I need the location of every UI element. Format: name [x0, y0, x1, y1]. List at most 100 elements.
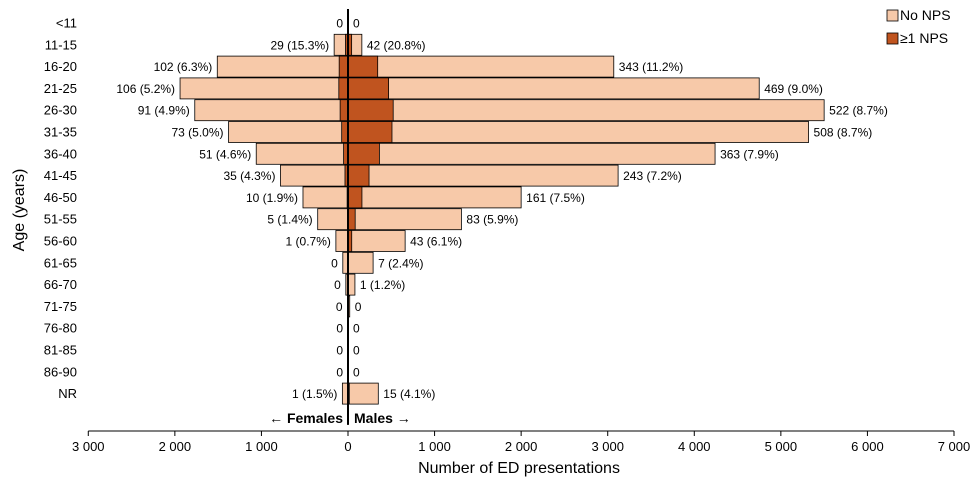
bar-female-no-nps: [317, 208, 349, 231]
x-tick-label: 6 000: [851, 439, 884, 454]
data-label-male: 0: [355, 300, 362, 314]
legend: No NPS ≥1 NPS: [886, 7, 951, 46]
data-label-female: 0: [336, 322, 343, 336]
data-label-male: 15 (4.1%): [383, 387, 435, 401]
y-tick-label: 51-55: [44, 212, 77, 227]
data-label-female: 102 (6.3%): [154, 60, 213, 74]
y-tick-label: 11-15: [45, 37, 77, 52]
data-label-male: 161 (7.5%): [526, 191, 585, 205]
bar-male-no-nps: [347, 121, 809, 143]
data-label-female: 106 (5.2%): [116, 82, 175, 96]
data-label-male: 243 (7.2%): [623, 169, 682, 183]
females-direction-label: ← Females: [269, 410, 343, 426]
data-label-female: 0: [331, 256, 338, 270]
y-tick-label: 31-35: [44, 125, 77, 140]
y-tick-label: <11: [56, 16, 77, 31]
x-tick-label: 3 000: [72, 439, 105, 454]
bar-female-no-nps: [280, 164, 349, 187]
y-tick-label: 21-25: [44, 81, 77, 96]
y-tick-label: 66-70: [44, 277, 77, 292]
bar-male-no-nps: [347, 230, 406, 252]
bar-male-nps: [347, 142, 380, 165]
bar-male-no-nps: [347, 208, 462, 231]
data-label-male: 0: [353, 344, 360, 358]
bar-male-no-nps: [347, 273, 356, 296]
data-label-male: 0: [353, 322, 360, 336]
bar-male-no-nps: [347, 186, 522, 209]
bar-male-nps: [347, 77, 390, 100]
x-tick-labels: 3 000 2 000 1 000 0 1 000 2 000 3 000 4 000 5 00…: [72, 431, 970, 454]
bar-male-no-nps: [347, 55, 615, 78]
data-label-female: 91 (4.9%): [138, 104, 190, 118]
x-tick-label: 1 000: [418, 439, 451, 454]
males-direction-label: Males →: [354, 410, 411, 426]
data-label-female: 29 (15.3%): [270, 38, 329, 52]
data-label-male: 0: [353, 365, 360, 379]
data-label-female: 0: [336, 365, 343, 379]
bar-female-no-nps: [335, 230, 349, 252]
x-tick-label: 4 000: [678, 439, 711, 454]
data-label-female: 5 (1.4%): [267, 213, 312, 227]
y-tick-label: 41-45: [44, 168, 77, 183]
legend-label-no-nps: No NPS: [900, 7, 951, 23]
data-label-male: 522 (8.7%): [829, 104, 888, 118]
data-label-male: 363 (7.9%): [720, 147, 779, 161]
bar-male-nps: [347, 55, 379, 78]
data-label-female: 51 (4.6%): [199, 147, 251, 161]
bar-male-no-nps: [347, 77, 760, 100]
data-label-female: 1 (0.7%): [286, 235, 331, 249]
data-label-male: 7 (2.4%): [378, 256, 423, 270]
x-tick-label: 3 000: [591, 439, 624, 454]
y-tick-label: 76-80: [44, 321, 77, 336]
bar-male-no-nps: [347, 251, 374, 274]
data-labels-layer: 0 029 (15.3%) 42 (20.8%)102 (6.3%) 343 (11.…: [116, 17, 887, 402]
data-label-male: 0: [353, 17, 360, 31]
data-label-female: 0: [334, 278, 341, 292]
data-label-female: 35 (4.3%): [223, 169, 275, 183]
x-tick-label: 7 000: [938, 439, 971, 454]
bar-female-no-nps: [228, 121, 349, 143]
bar-female-no-nps: [302, 186, 349, 209]
bar-male-no-nps: [347, 99, 825, 122]
data-label-female: 1 (1.5%): [292, 387, 337, 401]
bar-female-nps: [338, 77, 349, 100]
y-tick-label: 61-65: [44, 255, 77, 270]
data-label-male: 83 (5.9%): [466, 213, 518, 227]
y-tick-label: 86-90: [44, 364, 77, 379]
data-label-male: 43 (6.1%): [410, 235, 462, 249]
data-label-female: 0: [336, 300, 343, 314]
bar-female-nps: [338, 55, 349, 78]
y-tick-label: 56-60: [44, 234, 77, 249]
x-tick-label: 2 000: [159, 439, 192, 454]
bar-female-no-nps: [255, 142, 349, 165]
bar-male-no-nps: [347, 382, 379, 405]
data-label-male: 469 (9.0%): [764, 82, 823, 96]
bar-female-no-nps: [216, 55, 349, 78]
data-label-female: 0: [336, 17, 343, 31]
x-tick-label: 1 000: [245, 439, 278, 454]
bar-male-nps: [347, 99, 394, 122]
y-tick-labels: <11 11-15 16-20 21-25 26-30 31-35 36-40 41-45 46…: [44, 16, 77, 402]
legend-label-nps: ≥1 NPS: [900, 30, 948, 46]
y-axis-title: Age (years): [11, 169, 28, 252]
x-axis-title: Number of ED presentations: [418, 460, 620, 477]
y-tick-label: 46-50: [44, 190, 77, 205]
bar-female-nps: [339, 99, 349, 122]
y-tick-label: 26-30: [44, 103, 77, 118]
data-label-male: 1 (1.2%): [360, 278, 405, 292]
y-tick-label: 71-75: [44, 299, 77, 314]
bar-male-nps: [347, 208, 356, 231]
legend-swatch-nps: [886, 32, 899, 45]
data-label-male: 343 (11.2%): [619, 60, 683, 74]
data-label-female: 0: [336, 344, 343, 358]
x-tick-label: 2 000: [505, 439, 538, 454]
bar-male-nps: [347, 164, 370, 187]
data-label-female: 10 (1.9%): [246, 191, 298, 205]
bar-male-nps: [347, 121, 393, 143]
data-label-male: 42 (20.8%): [367, 38, 426, 52]
y-tick-label: NR: [58, 386, 77, 401]
bar-male-no-nps: [347, 164, 619, 187]
bar-male-nps: [347, 186, 363, 209]
bar-female-no-nps: [194, 99, 349, 122]
